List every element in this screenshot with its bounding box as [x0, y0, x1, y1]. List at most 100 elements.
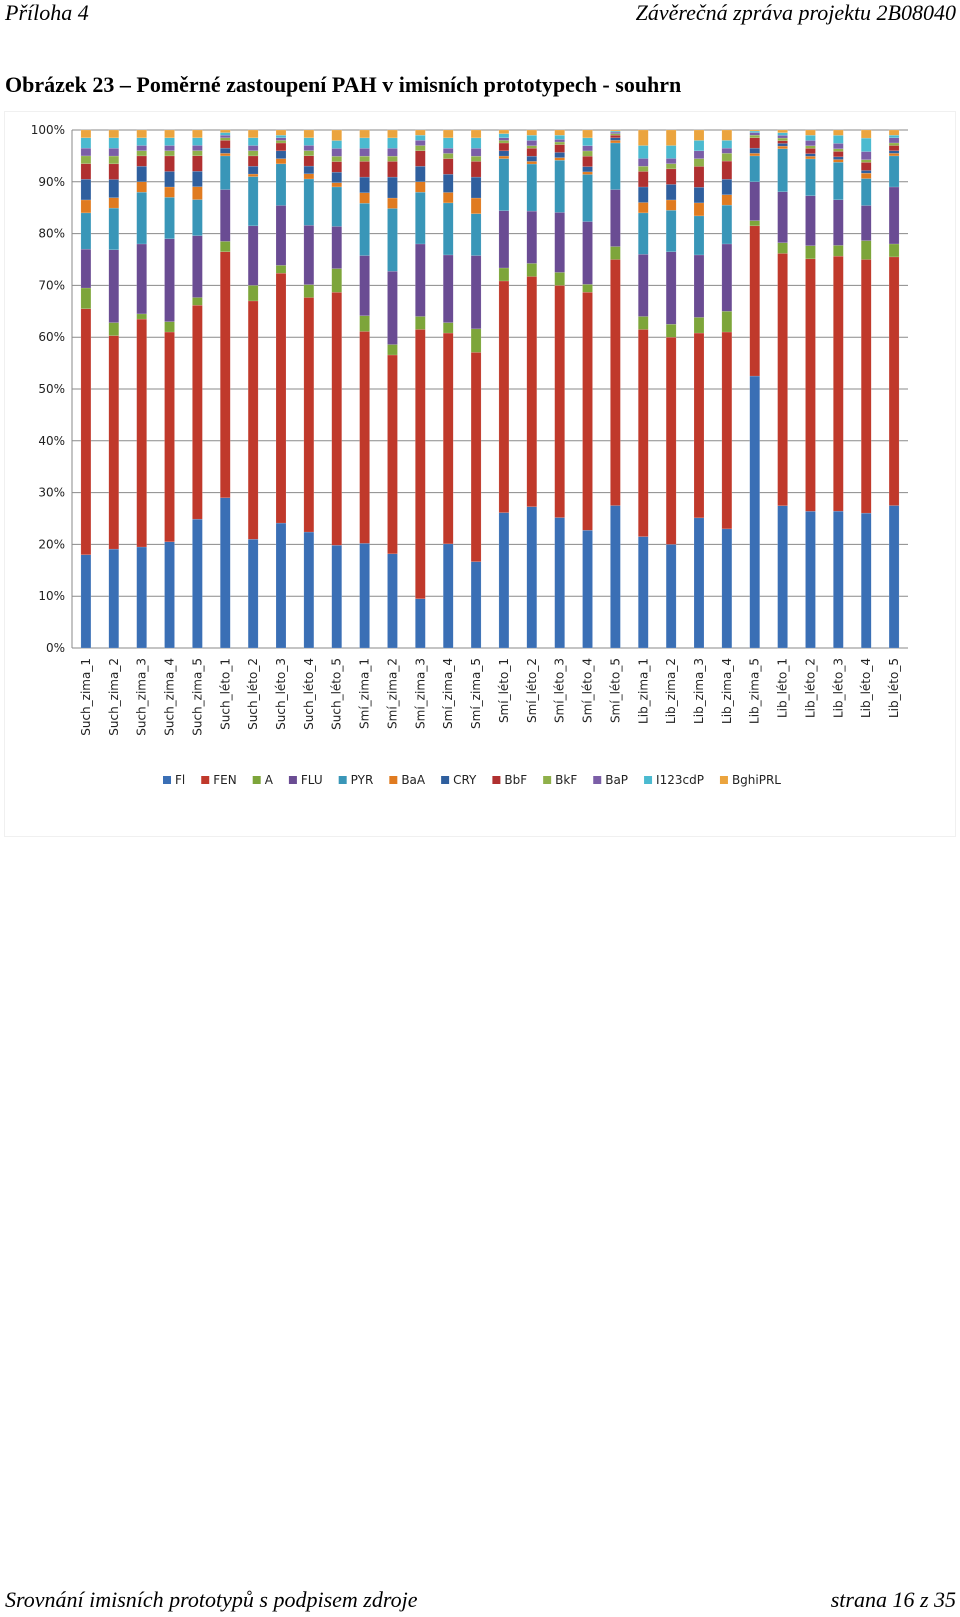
bar-segment: Lib_zima_5 – BaP: 0.5 [749, 132, 760, 136]
bar-segment: Such_zima_3 – I123cdP: 1.5 [136, 137, 147, 146]
bar-segment: Such_zima_2 – PYR: 8 [108, 207, 120, 250]
legend-label: CRY [453, 773, 477, 787]
bar-segment: Lib_zima_1 – BaA: 2 [638, 202, 649, 214]
bar-segment: Lib_zima_4 – BkF: 1.5 [721, 153, 733, 162]
bar-segment: Lib_léto_2 – BbF: 1 [805, 148, 816, 154]
bar-segment: Smí_léto_2 – A: 2.5 [526, 263, 537, 277]
bar-segment: Lib_zima_5 – BkF: 0.5 [749, 134, 760, 138]
bar-segment: Lib_léto_4 – BaP: 1.5 [861, 151, 872, 160]
bar-segment: Such_zima_4 – FLU: 16 [164, 238, 175, 322]
bar-segment: Smí_léto_4 – BghiPRL: 1.5 [582, 129, 593, 139]
bar-segment: Such_zima_5 – I123cdP: 1.5 [192, 137, 203, 146]
bar-segment: Smí_zima_5 – BkF: 1 [470, 155, 482, 162]
bar-segment: Lib_zima_3 – BaP: 1.5 [693, 150, 705, 159]
legend-label: A [265, 773, 274, 787]
bar-segment: Lib_léto_2 – BkF: 0.5 [805, 145, 816, 149]
bar-segment: Smí_léto_2 – BkF: 0.5 [526, 145, 537, 149]
y-tick-label: 90% [38, 175, 65, 189]
legend-label: PYR [351, 773, 374, 787]
bar-segment: Smí_zima_4 – I123cdP: 2 [443, 137, 454, 149]
bar-segment: Lib_léto_1 – Fl: 26.5 [777, 505, 788, 649]
bar-segment: Smí_léto_4 – BaA: 0.5 [582, 171, 593, 175]
bar-segment: Such_zima_5 – PYR: 7 [192, 199, 203, 236]
x-tick-label: Smí_léto_3 [553, 658, 567, 723]
bar-segment: Smí_léto_1 – Fl: 26 [498, 512, 510, 649]
bar-segment: Such_léto_3 – I123cdP: 0.5 [275, 135, 287, 139]
bar-segment: Lib_léto_5 – PYR: 6 [888, 155, 900, 188]
y-tick-label: 10% [38, 589, 65, 603]
bar-segment: Lib_léto_1 – A: 2 [777, 242, 788, 254]
bar-segment: Lib_zima_1 – BghiPRL: 3 [638, 129, 649, 146]
bar-segment: Smí_zima_5 – I123cdP: 2 [470, 137, 482, 149]
x-tick-label: Such_léto_3 [274, 658, 288, 730]
bar-segment: Such_zima_1 – A: 4 [80, 287, 92, 309]
bar-segment: Such_léto_4 – I123cdP: 1.5 [303, 137, 315, 146]
bar-segment: Lib_léto_5 – I123cdP: 0.5 [888, 134, 900, 138]
bar-segment: Smí_léto_1 – PYR: 10 [498, 158, 510, 211]
bar-segment: Smí_léto_4 – A: 1.5 [582, 284, 593, 293]
bar-segment: Lib_zima_2 – I123cdP: 2.5 [665, 145, 677, 159]
bar-segment: Such_léto_2 – BghiPRL: 1.5 [247, 129, 259, 138]
bar-segment: Lib_léto_5 – CRY: 0.5 [888, 150, 900, 154]
bar-segment: Smí_léto_4 – FLU: 12 [582, 221, 593, 285]
bar-segment: Lib_léto_5 – BbF: 1 [888, 145, 900, 151]
bar-segment: Lib_zima_3 – FEN: 35.5 [693, 332, 705, 519]
bar-segment: Smí_zima_3 – BaA: 2 [415, 181, 426, 193]
bar-segment: Such_léto_3 – A: 1.5 [275, 265, 287, 274]
legend-swatch [543, 776, 552, 784]
bar-segment: Such_léto_2 – PYR: 9.5 [247, 176, 259, 227]
x-tick-label: Smí_zima_3 [413, 658, 427, 729]
bar-segment: Lib_léto_4 – I123cdP: 2.5 [861, 137, 872, 152]
bar-segment: Lib_zima_2 – PYR: 8 [665, 210, 677, 252]
bar-segment: Smí_léto_4 – CRY: 1 [582, 166, 593, 173]
bar-segment: Such_zima_1 – CRY: 4 [80, 179, 92, 201]
bar-segment: Such_léto_4 – CRY: 1.5 [303, 165, 315, 175]
bar-segment: Such_léto_1 – A: 2 [220, 241, 231, 252]
bar-segment: Smí_léto_3 – A: 2.5 [554, 272, 565, 286]
bar-segment: Lib_zima_2 – CRY: 3 [665, 184, 677, 201]
bar-segment: Lib_zima_3 – PYR: 7.5 [693, 215, 705, 256]
bar-segment: Smí_léto_4 – BaP: 1 [582, 145, 593, 152]
bar-segment: Such_léto_5 – BaA: 0.8 [331, 182, 342, 188]
bar-segment: Smí_zima_1 – BbF: 3 [359, 161, 370, 178]
bar-segment: Smí_zima_4 – BaA: 2 [443, 192, 454, 204]
bar-segment: Such_zima_3 – Fl: 19.5 [136, 546, 147, 649]
bar-segment: Such_zima_4 – PYR: 8 [164, 197, 175, 239]
bar-segment: Such_zima_4 – BaP: 1 [164, 145, 175, 151]
bar-segment: Smí_zima_4 – BghiPRL: 1.5 [443, 129, 454, 139]
bar-segment: Such_léto_2 – I123cdP: 1.5 [247, 137, 259, 146]
bar-segment: Lib_zima_2 – BaA: 2 [665, 199, 677, 211]
x-tick-label: Such_léto_4 [302, 658, 316, 730]
bar-segment: Lib_zima_1 – BkF: 1 [638, 166, 649, 172]
bar-segment: Smí_léto_2 – BbF: 1.5 [526, 148, 537, 157]
x-tick-label: Such_zima_5 [190, 658, 204, 736]
bar-segment: Lib_léto_1 – BkF: 0.5 [777, 137, 788, 141]
x-tick-label: Such_zima_1 [79, 658, 93, 736]
bar-segment: Such_zima_2 – BbF: 3 [108, 163, 120, 180]
bar-segment: Lib_zima_5 – Fl: 52.5 [749, 375, 760, 649]
x-tick-label: Smí_léto_1 [497, 658, 511, 723]
legend-label: BkF [555, 773, 577, 787]
chart-container: 0% 10% 20% 30% 40% 50% 60% 70% 80% 90% 100% Such_zi… [5, 112, 955, 836]
bar-segment: Smí_léto_3 – CRY: 1 [554, 152, 565, 158]
bar-segment: Such_zima_5 – BbF: 3 [192, 155, 203, 172]
y-tick-label: 100% [31, 123, 65, 137]
bar-segment: Lib_zima_2 – BbF: 3 [665, 168, 677, 185]
bar-segment: Lib_léto_2 – BaP: 1 [805, 140, 816, 146]
bar-segment: Smí_léto_2 – BaA: 0.5 [526, 161, 537, 165]
bar-segment: Such_léto_2 – A: 3 [247, 285, 259, 302]
bar-segment: Lib_zima_2 – FEN: 40 [665, 336, 677, 545]
bar-segment: Such_zima_1 – I123cdP: 2 [80, 137, 92, 149]
bar-segment: Smí_zima_2 – BbF: 3 [387, 161, 398, 178]
bar-segment: Lib_zima_5 – CRY: 1 [749, 147, 760, 154]
header-left: Příloha 4 [5, 0, 89, 25]
bar-segment: Such_zima_3 – CRY: 3 [136, 166, 147, 182]
bar-segment: Lib_léto_4 – Fl: 25 [861, 512, 872, 649]
bar-segment: Such_zima_1 – PYR: 7 [80, 212, 92, 250]
header-right: Závěrečná zpráva projektu 2B08040 [635, 0, 956, 25]
bar-segment: Smí_zima_1 – BaA: 2 [359, 192, 370, 204]
bar-segment: Such_zima_2 – BaA: 2 [108, 197, 120, 209]
bar-segment: Smí_léto_4 – FEN: 45.5 [582, 292, 593, 531]
bar-segment: Lib_léto_4 – FEN: 47 [861, 259, 872, 514]
bar-segment: Such_léto_2 – FLU: 11.5 [247, 225, 259, 286]
